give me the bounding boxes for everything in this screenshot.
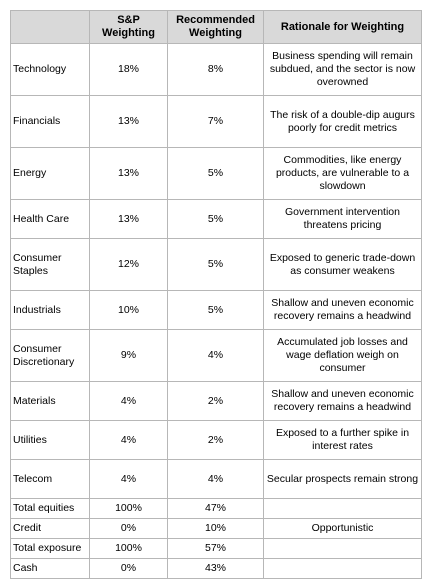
table-row: Utilities 4% 2% Exposed to a further spi… xyxy=(10,420,422,460)
rationale-cell: Secular prospects remain strong xyxy=(263,459,422,499)
sector-cell: Financials xyxy=(10,95,90,148)
sector-cell: Telecom xyxy=(10,459,90,499)
rationale-cell: Government intervention threatens pricin… xyxy=(263,199,422,239)
recommended-weighting-cell: 4% xyxy=(167,459,264,499)
sp-weighting-cell: 12% xyxy=(89,238,168,291)
table-row: Energy 13% 5% Commodities, like energy p… xyxy=(10,147,422,200)
table-row: Consumer Discretionary 9% 4% Accumulated… xyxy=(10,329,422,382)
recommended-weighting-cell: 5% xyxy=(167,199,264,239)
recommended-weighting-cell: 2% xyxy=(167,420,264,460)
table-row: Telecom 4% 4% Secular prospects remain s… xyxy=(10,459,422,499)
rationale-cell xyxy=(263,498,422,519)
table-row: Materials 4% 2% Shallow and uneven econo… xyxy=(10,381,422,421)
table-row: Health Care 13% 5% Government interventi… xyxy=(10,199,422,239)
sector-cell: Health Care xyxy=(10,199,90,239)
table-row: Industrials 10% 5% Shallow and uneven ec… xyxy=(10,290,422,330)
recommended-weighting-cell: 4% xyxy=(167,329,264,382)
sp-weighting-cell: 10% xyxy=(89,290,168,330)
sector-cell: Materials xyxy=(10,381,90,421)
sector-cell: Technology xyxy=(10,43,90,96)
table-header: S&P Weighting Recommended Weighting Rati… xyxy=(10,10,422,44)
sector-weighting-table: S&P Weighting Recommended Weighting Rati… xyxy=(10,10,422,579)
sector-cell: Total exposure xyxy=(10,538,90,559)
sector-cell: Consumer Staples xyxy=(10,238,90,291)
sp-weighting-cell: 13% xyxy=(89,147,168,200)
sp-weighting-cell: 4% xyxy=(89,381,168,421)
sector-cell: Consumer Discretionary xyxy=(10,329,90,382)
rationale-cell: The risk of a double-dip augurs poorly f… xyxy=(263,95,422,148)
sp-weighting-cell: 13% xyxy=(89,199,168,239)
header-sector xyxy=(10,10,90,44)
header-row: S&P Weighting Recommended Weighting Rati… xyxy=(10,10,422,44)
table-row: Technology 18% 8% Business spending will… xyxy=(10,43,422,96)
sp-weighting-cell: 0% xyxy=(89,518,168,539)
header-recommended-weighting: Recommended Weighting xyxy=(167,10,264,44)
rationale-cell: Business spending will remain subdued, a… xyxy=(263,43,422,96)
table-row: Credit 0% 10% Opportunistic xyxy=(10,518,422,539)
sp-weighting-cell: 18% xyxy=(89,43,168,96)
table-body: Technology 18% 8% Business spending will… xyxy=(10,43,422,579)
table-row: Consumer Staples 12% 5% Exposed to gener… xyxy=(10,238,422,291)
sector-cell: Energy xyxy=(10,147,90,200)
table-row: Total equities 100% 47% xyxy=(10,498,422,519)
weighting-table-container: S&P Weighting Recommended Weighting Rati… xyxy=(10,10,422,579)
rationale-cell: Opportunistic xyxy=(263,518,422,539)
header-sp-weighting: S&P Weighting xyxy=(89,10,168,44)
sp-weighting-cell: 13% xyxy=(89,95,168,148)
recommended-weighting-cell: 8% xyxy=(167,43,264,96)
sp-weighting-cell: 4% xyxy=(89,420,168,460)
sp-weighting-cell: 100% xyxy=(89,498,168,519)
recommended-weighting-cell: 7% xyxy=(167,95,264,148)
rationale-cell: Exposed to a further spike in interest r… xyxy=(263,420,422,460)
rationale-cell: Shallow and uneven economic recovery rem… xyxy=(263,381,422,421)
recommended-weighting-cell: 2% xyxy=(167,381,264,421)
rationale-cell: Commodities, like energy products, are v… xyxy=(263,147,422,200)
recommended-weighting-cell: 5% xyxy=(167,238,264,291)
rationale-cell: Accumulated job losses and wage deflatio… xyxy=(263,329,422,382)
sector-cell: Total equities xyxy=(10,498,90,519)
table-row: Financials 13% 7% The risk of a double-d… xyxy=(10,95,422,148)
sp-weighting-cell: 4% xyxy=(89,459,168,499)
rationale-cell: Shallow and uneven economic recovery rem… xyxy=(263,290,422,330)
recommended-weighting-cell: 57% xyxy=(167,538,264,559)
sector-cell: Industrials xyxy=(10,290,90,330)
sector-cell: Utilities xyxy=(10,420,90,460)
sp-weighting-cell: 9% xyxy=(89,329,168,382)
header-rationale: Rationale for Weighting xyxy=(263,10,422,44)
sector-cell: Credit xyxy=(10,518,90,539)
recommended-weighting-cell: 47% xyxy=(167,498,264,519)
recommended-weighting-cell: 10% xyxy=(167,518,264,539)
recommended-weighting-cell: 5% xyxy=(167,290,264,330)
rationale-cell xyxy=(263,538,422,559)
rationale-cell: Exposed to generic trade-down as consume… xyxy=(263,238,422,291)
table-row: Total exposure 100% 57% xyxy=(10,538,422,559)
sp-weighting-cell: 100% xyxy=(89,538,168,559)
recommended-weighting-cell: 5% xyxy=(167,147,264,200)
